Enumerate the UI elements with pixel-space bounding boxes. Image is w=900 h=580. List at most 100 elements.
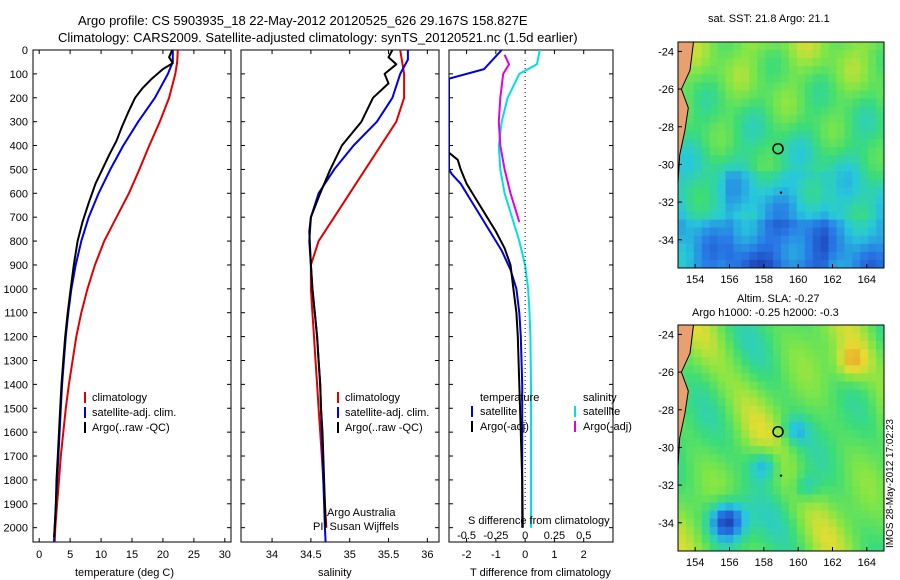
map-cell [781,251,790,261]
map-cell [804,357,814,366]
map-cell [844,325,853,334]
map-cell [788,114,798,124]
map-cell [828,98,837,108]
map-cell [693,389,703,399]
map-cell [781,494,790,504]
map-cell [836,122,845,132]
map-cell [788,243,798,253]
legend-salinity-title: salinity [583,392,617,404]
map-cell [868,114,877,124]
map-x-tick-label: 156 [720,557,738,569]
map-cell [828,171,837,180]
map-cell [678,187,687,196]
map-cell [812,42,822,51]
map-cell [765,50,774,59]
map-cell [812,365,822,375]
map-cell [876,438,884,447]
map-cell [678,203,687,213]
map-cell [804,494,814,504]
map-cell [852,155,861,164]
map-cell [868,454,877,463]
map-cell [836,211,845,221]
map-cell [860,227,869,237]
map-cell [773,381,782,391]
map-cell [709,478,719,488]
map-cell [693,325,703,334]
map-cell [685,510,695,520]
map-cell [709,325,719,334]
map-cell [844,235,853,245]
map-cell [788,163,798,172]
map-cell [812,138,822,148]
map-cell [828,405,837,415]
map-cell [685,421,695,431]
map-cell [796,413,806,423]
map-cell [852,333,861,342]
map-cell [678,179,687,188]
map-cell [836,381,845,391]
map-cell [717,219,727,229]
map-cell [852,510,861,520]
map-cell [876,106,884,116]
map-cell [876,534,884,544]
map-cell [868,365,877,375]
map-cell [788,486,798,496]
map-cell [804,82,814,92]
map-cell [678,502,687,512]
map-cell [717,381,727,391]
map-cell [860,478,869,488]
map-cell [725,478,734,488]
map-cell [765,146,774,156]
map-cell [725,341,734,350]
map-cell [868,486,877,496]
map-cell [717,397,727,407]
map-cell [757,82,766,92]
map-cell [828,235,837,245]
map-cell [860,50,869,59]
map-cell [685,429,695,439]
map-cell [725,106,734,116]
map-cell [860,542,869,551]
map-cell [860,74,869,83]
map-cell [701,486,711,496]
map-cell [781,349,790,358]
temperature-plot: 0 5 10 15 20 25 30 [36,50,231,561]
map-cell [725,171,734,180]
map-cell [757,502,766,512]
map-cell [765,397,774,407]
map-cell [749,341,758,350]
map-cell [765,526,774,536]
map-cell [693,413,703,423]
map-cell [757,389,766,399]
map-cell [820,235,830,245]
map-cell [820,211,830,221]
map-cell [836,114,845,124]
map-cell [836,243,845,253]
depth-tick-label: 1600 [4,427,28,439]
map-x-tick-label: 162 [823,557,841,569]
map-cell [741,486,750,496]
map-cell [781,486,790,496]
map-cell [757,50,766,59]
map-cell [725,74,734,83]
map-cell [757,163,766,172]
legend-t-argo: Argo(-adj) [480,421,529,433]
map-cell [741,381,750,391]
map-cell [749,122,758,132]
map-cell [860,219,869,229]
map-cell [733,130,742,140]
map-cell [844,90,853,100]
map-cell [678,518,687,528]
map-cell [749,259,758,268]
map-cell [741,259,750,268]
map-cell [717,502,727,512]
map-cell [741,413,750,423]
x-tick-label: 2 [581,549,587,561]
map-cell [820,138,830,148]
map-cell [804,42,814,51]
map-cell [812,534,822,544]
map-cell [765,446,774,455]
map-cell [812,397,822,407]
map-cell [812,510,822,520]
map-cell [685,187,695,196]
